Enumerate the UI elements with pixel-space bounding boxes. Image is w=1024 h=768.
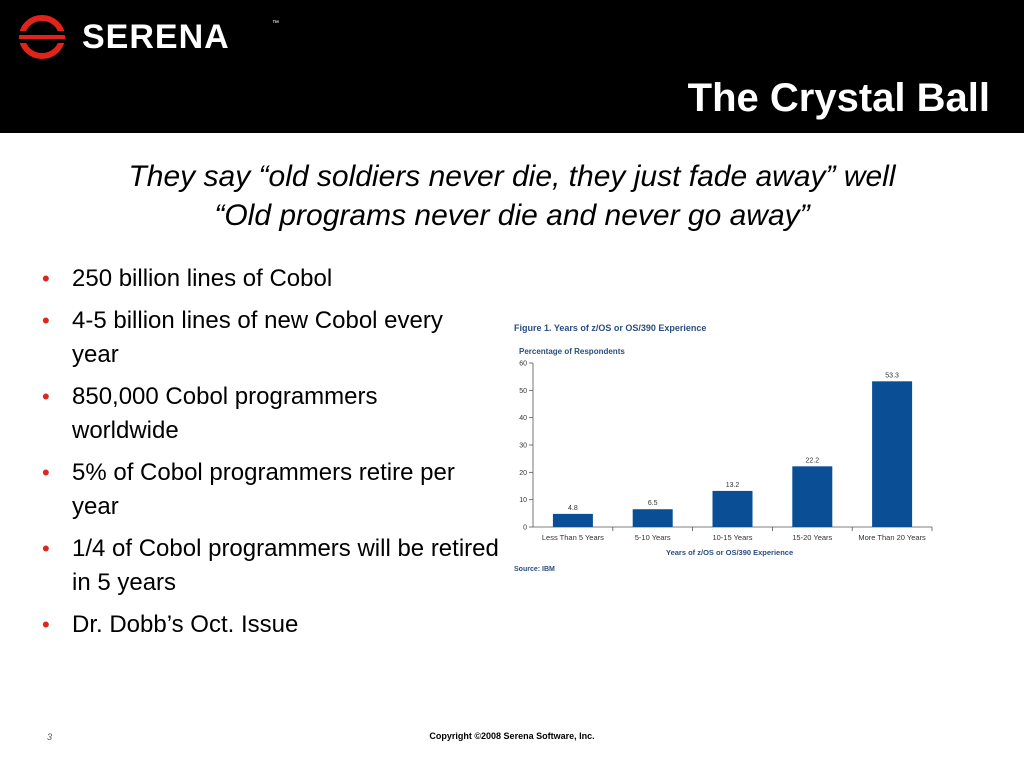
chart-x-axis-label: Years of z/OS or OS/390 Experience [666,548,794,557]
serena-logo: SERENA ™ [18,14,279,60]
bullet-item: • 250 billion lines of Cobol [40,262,500,296]
chart-y-tick-label: 50 [519,388,527,395]
chart-y-tick-label: 0 [523,525,527,532]
bullet-dot-icon: • [42,266,50,291]
bar-chart: 0 10 20 30 40 50 60 4.8 Less Than 5 Years 6.5 5-10… [519,361,933,542]
chart-category-label: More Than 20 Years [858,533,926,542]
chart-category-label: 15-20 Years [792,533,832,542]
bullet-list: • 250 billion lines of Cobol • 4-5 billion… [40,262,500,650]
page-number: 3 [47,732,53,742]
bullet-text: 5% of Cobol programmers retire per year [72,459,455,520]
logo-trademark: ™ [272,20,279,27]
chart-bar [712,490,753,527]
chart-y-axis-label: Percentage of Respondents [519,347,625,356]
chart-y-tick-label: 10 [519,497,527,504]
logo-wordmark: SERENA [82,18,230,56]
chart-category-label: 5-10 Years [635,533,671,542]
chart-y-tick-label: 20 [519,470,527,477]
slide-subtitle: They say “old soldiers never die, they j… [0,157,1024,235]
bullet-dot-icon: • [42,612,50,637]
bullet-dot-icon: • [42,460,50,485]
bullet-item: • 850,000 Cobol programmers worldwide [40,380,472,448]
chart-bar [792,466,833,527]
chart-category-label: Less Than 5 Years [542,533,604,542]
chart-bar [632,509,673,527]
chart-data-label: 13.2 [726,482,740,489]
bullet-item: • 5% of Cobol programmers retire per year [40,456,492,524]
chart-data-label: 22.2 [805,457,819,464]
bullet-text: 850,000 Cobol programmers worldwide [72,383,378,444]
bullet-text: 1/4 of Cobol programmers will be retired… [72,535,499,596]
subtitle-line-1: They say “old soldiers never die, they j… [128,160,896,193]
subtitle-line-2: “Old programs never die and never go awa… [214,199,810,232]
bullet-text: 250 billion lines of Cobol [72,265,333,292]
chart-data-label: 53.3 [885,372,899,379]
chart-y-tick-label: 60 [519,361,527,368]
bullet-dot-icon: • [42,308,50,333]
chart-data-label: 4.8 [568,505,578,512]
chart-data-label: 6.5 [648,500,658,507]
chart-bar [552,513,593,527]
copyright-notice: Copyright ©2008 Serena Software, Inc. [429,731,595,741]
bullet-item: • 1/4 of Cobol programmers will be retire… [40,532,512,600]
slide-title: The Crystal Ball [687,76,990,120]
bar-chart-figure: Figure 1. Years of z/OS or OS/390 Experi… [506,315,946,585]
chart-y-tick-label: 40 [519,415,527,422]
chart-bar [872,381,913,527]
chart-category-label: 10-15 Years [712,533,752,542]
bullet-dot-icon: • [42,384,50,409]
bullet-item: • 4-5 billion lines of new Cobol every ye… [40,304,472,372]
figure-title: Figure 1. Years of z/OS or OS/390 Experi… [514,323,707,333]
header-bar: SERENA ™ The Crystal Ball [0,0,1024,133]
bullet-text: 4-5 billion lines of new Cobol every yea… [72,307,443,368]
chart-y-tick-label: 30 [519,443,527,450]
figure-source: Source: IBM [514,566,555,573]
serena-logo-icon [18,15,66,59]
bullet-text: Dr. Dobb’s Oct. Issue [72,611,299,638]
bullet-item: • Dr. Dobb’s Oct. Issue [40,608,500,642]
bullet-dot-icon: • [42,536,50,561]
